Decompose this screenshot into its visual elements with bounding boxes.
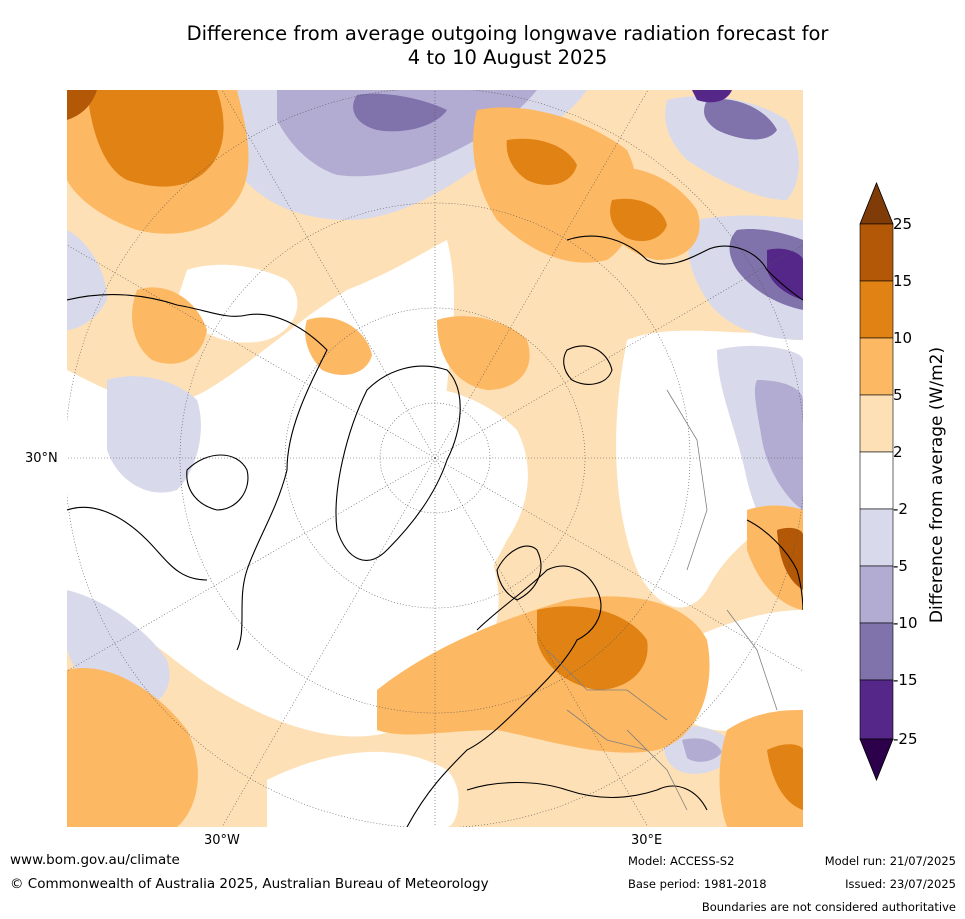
disclaimer-text: Boundaries are not considered authoritat…: [701, 900, 956, 914]
colorbar-bin-neg2-neg5: [859, 508, 894, 567]
north-america-coast: [67, 294, 328, 651]
scandinavia-coast: [496, 545, 542, 601]
anomaly-neg2-westcoast: [67, 230, 107, 330]
colorbar-arrow-top: [859, 181, 894, 225]
chart-title: Difference from average outgoing longwav…: [140, 22, 875, 70]
colorbar-tick-neg5: -5: [893, 557, 908, 575]
colorbar-bin-10-15: [859, 280, 894, 339]
lon-label-30e: 30°E: [631, 833, 663, 848]
europe-coast: [406, 565, 602, 827]
colorbar-tick-2: 2: [893, 443, 903, 461]
anomaly-pos10-south-east: [767, 744, 803, 810]
title-line-2: 4 to 10 August 2025: [407, 46, 608, 69]
colorbar-tick-neg25: -25: [893, 730, 918, 748]
copyright-text: © Commonwealth of Australia 2025, Austra…: [10, 876, 489, 892]
lon-label-30w: 30°W: [204, 833, 240, 848]
colorbar-arrow-bottom: [859, 738, 894, 782]
anomaly-neg10-north: [353, 93, 447, 132]
colorbar-tick-15: 15: [893, 272, 913, 290]
website-link[interactable]: www.bom.gov.au/climate: [10, 852, 180, 868]
alaska-coast: [67, 506, 208, 581]
anomaly-pos5-arctic: [437, 316, 530, 390]
title-line-1: Difference from average outgoing longwav…: [186, 22, 829, 45]
colorbar-tick-10: 10: [893, 329, 913, 347]
coastlines: [67, 235, 803, 827]
anomaly-neutral-mid: [177, 264, 298, 343]
olr-anomaly-map: [67, 90, 803, 827]
anomaly-pos10-north-america: [87, 90, 224, 187]
model-text: Model: ACCESS-S2: [628, 854, 735, 868]
country-borders: [546, 389, 778, 811]
base-period-text: Base period: 1981-2018: [628, 877, 767, 891]
anomaly-neg10-northeast: [704, 99, 777, 140]
colorbar-tick-neg2: -2: [893, 500, 908, 518]
greenland-coast: [335, 365, 461, 561]
siberia-coast: [566, 235, 803, 301]
anomaly-neg25-eastern: [767, 248, 803, 300]
colorbar-tick-5: 5: [893, 386, 903, 404]
model-run-text: Model run: 21/07/2025: [824, 854, 956, 868]
colorbar: [859, 181, 894, 782]
anomaly-neg10-siberia: [754, 380, 803, 510]
colorbar-bin-neutral: [859, 451, 894, 510]
anomaly-pos5-south-east: [719, 710, 803, 827]
colorbar-tick-neg10: -10: [893, 614, 918, 632]
anomaly-pos10-scandinavia: [610, 198, 667, 242]
colorbar-tick-neg15: -15: [893, 671, 918, 689]
colorbar-label: Difference from average (W/m2): [927, 346, 947, 624]
anomaly-pos5-canada: [132, 287, 207, 364]
anomaly-pos15-north-america: [67, 90, 97, 120]
anomaly-neg5-north: [277, 90, 537, 177]
mediterranean-coast: [466, 782, 708, 811]
anomaly-neg25-northeast: [692, 90, 732, 103]
anomaly-neg2-canada: [107, 376, 201, 493]
colorbar-bin-5-10: [859, 337, 894, 396]
east-asia-coast: [746, 519, 803, 611]
arctic-islands-coast: [563, 345, 613, 385]
anomaly-pos5-atlantic: [67, 668, 198, 827]
anomaly-pos10-europe: [537, 606, 648, 690]
issued-text: Issued: 23/07/2025: [845, 877, 956, 891]
lat-label-30n: 30°N: [25, 451, 58, 466]
colorbar-bin-neg5-neg10: [859, 565, 894, 624]
colorbar-bin-15-25: [859, 223, 894, 282]
colorbar-bin-neg15-neg25: [859, 679, 894, 740]
anomaly-pos10-greenland-sea: [506, 138, 577, 185]
anomaly-neg5-mideast: [682, 738, 722, 762]
graticule: [67, 90, 803, 827]
colorbar-bin-2-5: [859, 394, 894, 453]
colorbar-bin-neg10-neg15: [859, 622, 894, 681]
hudson-bay-coast: [186, 454, 249, 511]
anomaly-neutral-south: [267, 751, 459, 827]
colorbar-tick-25: 25: [893, 215, 913, 233]
